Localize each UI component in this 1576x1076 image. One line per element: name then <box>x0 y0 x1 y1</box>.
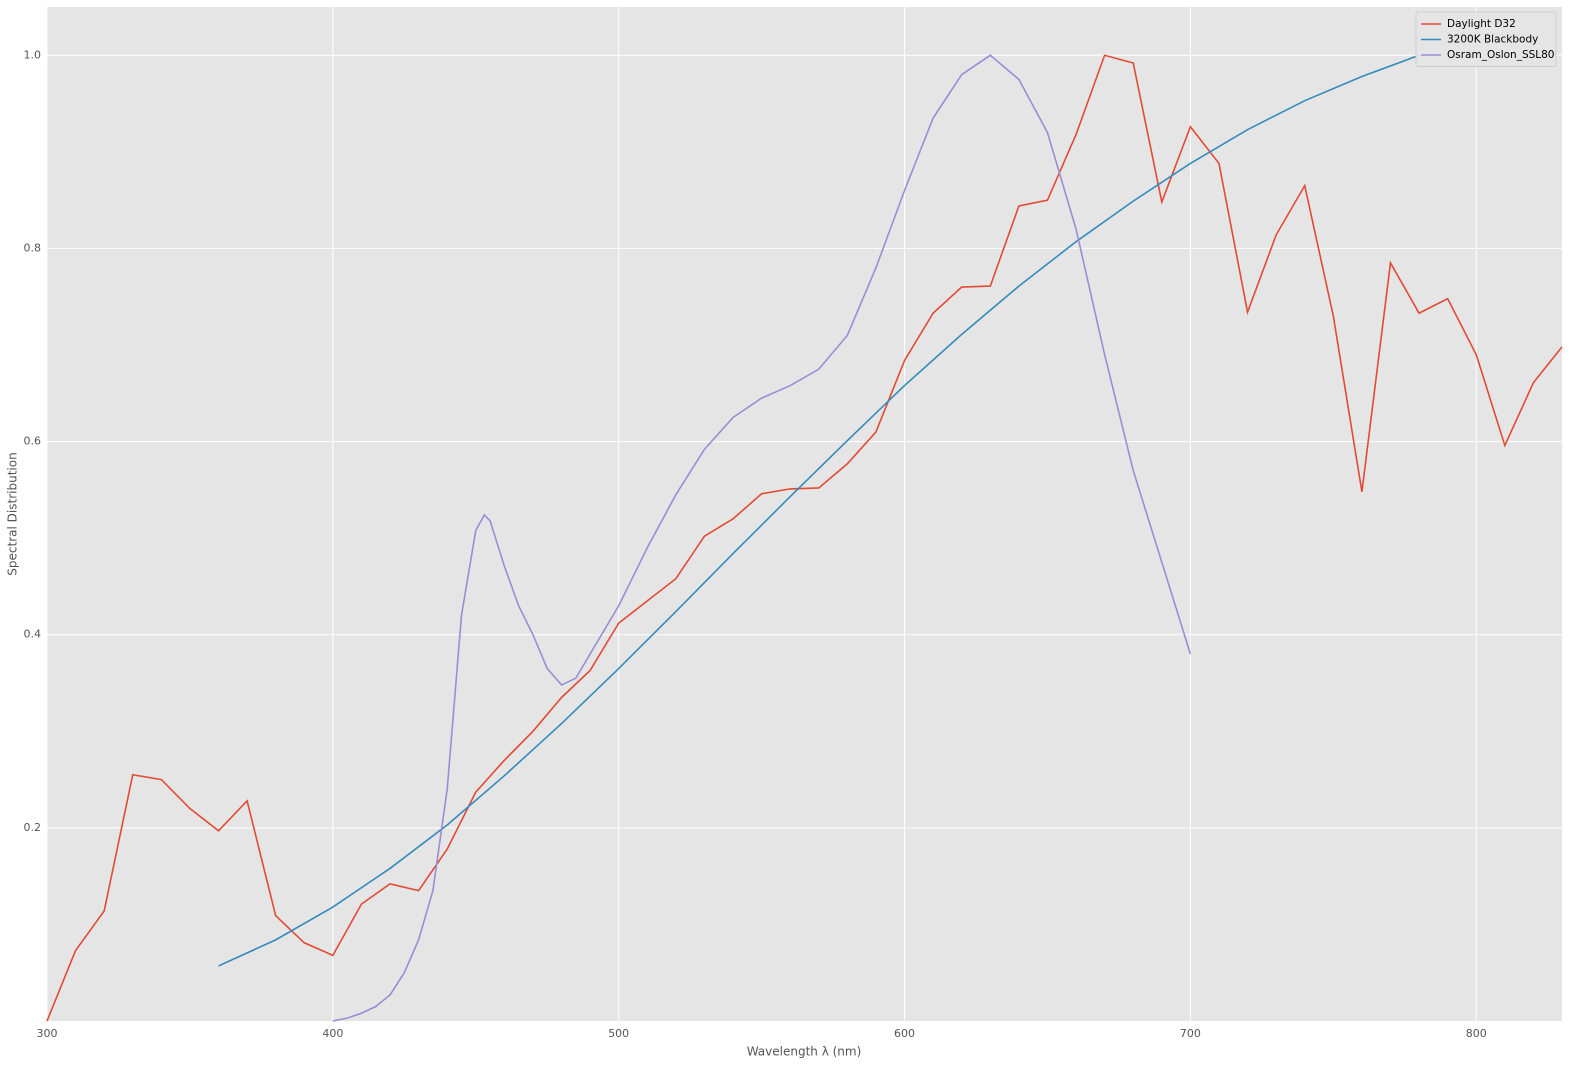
series-line <box>46 54 1563 1022</box>
y-tick-label: 0.2 <box>24 821 42 834</box>
y-tick-label: 0.6 <box>24 435 42 448</box>
legend-label: Osram_Oslon_SSL80 <box>1447 49 1555 61</box>
y-tick-label: 0.8 <box>24 241 42 254</box>
y-axis-label: Spectral Distribution <box>6 452 20 575</box>
x-tick-label: 400 <box>322 1027 343 1040</box>
x-tick-label: 800 <box>1466 1027 1487 1040</box>
x-tick-label: 600 <box>894 1027 915 1040</box>
series-line <box>218 54 1420 967</box>
y-tick-label: 1.0 <box>24 48 42 61</box>
x-tick-label: 700 <box>1180 1027 1201 1040</box>
y-tick-label: 0.4 <box>24 628 42 641</box>
series-line <box>332 54 1192 1022</box>
legend-label: Daylight D32 <box>1447 18 1516 30</box>
legend-box <box>1415 11 1557 67</box>
x-tick-label: 300 <box>37 1027 58 1040</box>
plot-area <box>47 7 1562 1021</box>
legend-label: 3200K Blackbody <box>1447 34 1538 46</box>
x-axis-label: Wavelength λ (nm) <box>747 1045 862 1059</box>
x-tick-label: 500 <box>608 1027 629 1040</box>
